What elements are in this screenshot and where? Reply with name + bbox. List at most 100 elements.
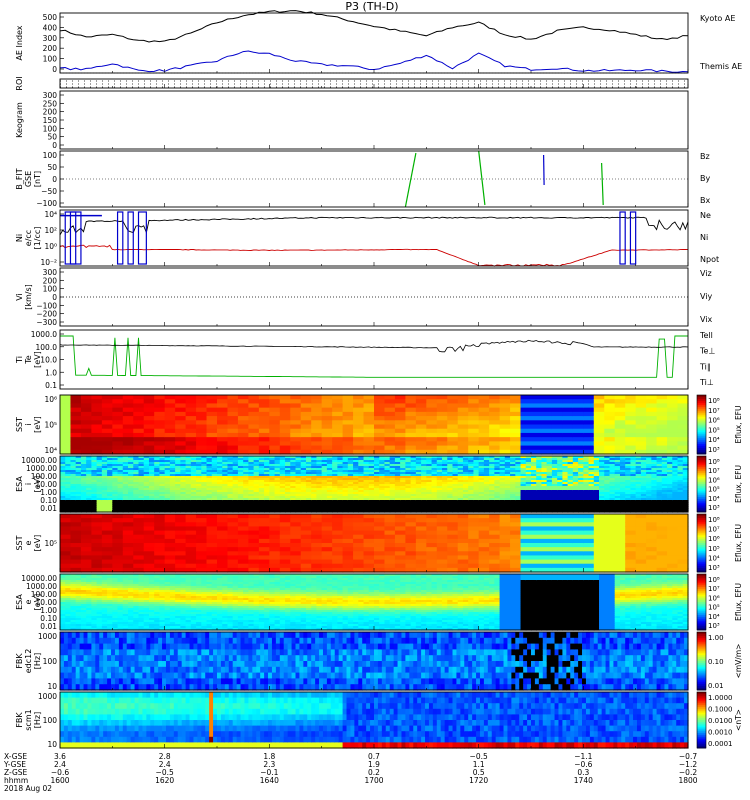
- esa1-cell: [525, 498, 532, 501]
- sst1-cell: [478, 437, 490, 442]
- esa1-cell: [211, 504, 218, 507]
- esa1-cell: [661, 508, 668, 511]
- esa1-cell: [222, 466, 229, 469]
- esa1-cell: [619, 488, 626, 491]
- sst1-cell: [290, 428, 302, 434]
- esa1-cell: [551, 464, 558, 467]
- esa1-cell: [426, 460, 433, 463]
- esa1-cell: [515, 482, 522, 485]
- sst2-cell: [405, 567, 417, 573]
- esa1-cell: [661, 478, 668, 481]
- esa1-cell: [227, 486, 234, 489]
- sst2-cell: [143, 551, 155, 557]
- sst1-cell: [279, 399, 291, 405]
- esa1-cell: [60, 498, 66, 501]
- esa1-cell: [384, 492, 391, 495]
- sst2-cell: [269, 559, 281, 565]
- esa1-cell: [473, 472, 480, 475]
- sst1-cell: [185, 449, 197, 455]
- esa1-cell: [630, 464, 637, 467]
- sst1-cell: [457, 445, 469, 451]
- esa1-cell: [619, 472, 626, 475]
- esa1-cell: [363, 510, 370, 513]
- esa1-cell: [232, 478, 239, 481]
- esa1-cell: [337, 470, 344, 473]
- esa1-cell: [604, 508, 611, 511]
- sst2-cell: [196, 518, 208, 523]
- esa1-cell: [682, 484, 689, 487]
- esa1-cell: [227, 510, 234, 513]
- esa1-cell: [164, 476, 171, 479]
- sst1-cell: [269, 424, 281, 430]
- esa1-cell: [107, 502, 113, 505]
- esa1-cell: [117, 460, 124, 463]
- esa1-cell: [122, 480, 129, 483]
- sst2-cell: [175, 530, 187, 536]
- esa1-cell: [578, 484, 584, 487]
- sst1-cell: [457, 420, 469, 426]
- sst1-cell: [394, 399, 406, 405]
- sst1-cell: [279, 437, 291, 442]
- sst2-cell: [60, 526, 72, 532]
- sst2-cell: [175, 518, 187, 523]
- esa1-cell: [363, 486, 370, 489]
- sst2-cell: [363, 530, 375, 536]
- sst2-cell: [175, 563, 187, 569]
- esa1-cell: [682, 470, 689, 473]
- esa1-cell: [347, 500, 354, 503]
- sst2-cell: [489, 514, 501, 519]
- esa1-cell: [222, 506, 229, 509]
- sst1-cell: [227, 416, 239, 421]
- sst1-cell: [112, 445, 124, 451]
- sst1-cell: [593, 411, 605, 417]
- esa1-cell: [551, 482, 558, 485]
- esa1-cell: [75, 484, 82, 487]
- sst2-cell: [91, 522, 103, 528]
- esa1-cell: [86, 464, 92, 467]
- esa1-cell: [572, 496, 579, 499]
- esa1-cell: [656, 492, 663, 495]
- esa1-cell: [646, 506, 652, 509]
- esa1-cell: [206, 508, 213, 511]
- sst2-cell: [384, 514, 396, 519]
- esa1-cell: [128, 466, 134, 469]
- esa1-cell: [572, 508, 579, 511]
- esa1-cell: [572, 488, 579, 491]
- sst1-cell: [196, 432, 208, 438]
- sst1-cell: [593, 424, 605, 430]
- esa1-cell: [285, 504, 291, 507]
- esa1-cell: [180, 478, 187, 481]
- esa1-cell: [630, 462, 637, 465]
- esa1-cell: [593, 508, 600, 511]
- sst1-cell: [237, 399, 249, 405]
- esa1-cell: [358, 492, 365, 495]
- sst1-cell: [60, 403, 72, 409]
- sst1-cell: [248, 432, 260, 438]
- esa1-cell: [138, 486, 145, 489]
- sst2-cell: [154, 551, 166, 557]
- sst2-cell: [384, 559, 396, 565]
- esa1-cell: [269, 488, 276, 491]
- esa1-cell: [295, 460, 302, 463]
- sst1-cell: [353, 399, 365, 405]
- esa1-cell: [483, 476, 490, 479]
- esa1-cell: [640, 484, 647, 487]
- esa1-cell: [661, 486, 668, 489]
- esa1-cell: [494, 464, 501, 467]
- sst2-cell: [290, 530, 302, 536]
- esa1-cell: [353, 462, 359, 465]
- esa1-cell: [154, 486, 161, 489]
- esa1-cell: [65, 486, 72, 489]
- esa1-cell: [457, 474, 464, 477]
- sst1-cell: [101, 407, 113, 413]
- esa1-cell: [358, 480, 365, 483]
- sst1-cell: [489, 424, 501, 430]
- sst2-cell: [384, 555, 396, 561]
- esa1-cell: [515, 500, 522, 503]
- esa1-cell: [499, 472, 506, 475]
- esa1-cell: [154, 510, 161, 513]
- esa1-cell: [447, 458, 454, 461]
- sst2-cell: [321, 555, 333, 561]
- esa1-cell: [609, 482, 616, 485]
- esa1-cell: [138, 456, 145, 459]
